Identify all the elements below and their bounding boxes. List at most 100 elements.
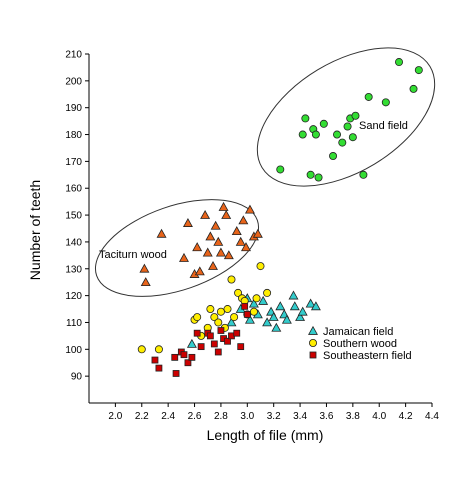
taciturn-wood-point <box>194 266 205 276</box>
y-tick-label: 110 <box>66 318 82 329</box>
southern-wood-point <box>227 275 236 284</box>
sand-field-point <box>298 130 307 139</box>
y-tick-label: 120 <box>65 291 82 302</box>
jamaican-field-point <box>275 301 286 311</box>
sand-field-point <box>409 84 418 93</box>
x-tick-label: 3.6 <box>320 411 334 422</box>
southeastern-field-point <box>180 351 188 359</box>
sand-field-point <box>319 119 328 128</box>
jamaican-field-point <box>310 301 321 311</box>
sand-field-point <box>306 170 315 179</box>
x-tick-label: 3.0 <box>240 411 254 422</box>
southeastern-field-point <box>188 353 196 361</box>
sand-field-point <box>301 114 310 123</box>
taciturn-wood-point <box>223 250 234 260</box>
taciturn-wood-point <box>221 209 232 219</box>
jamaican-field-point <box>281 314 292 324</box>
taciturn-wood-point <box>218 201 229 211</box>
southern-wood-point <box>256 262 265 271</box>
sand-field-point <box>359 170 368 179</box>
taciturn-wood-point <box>241 242 251 252</box>
taciturn-wood-point <box>140 277 151 287</box>
x-tick-label: 4.4 <box>425 411 439 422</box>
y-tick-label: 200 <box>65 76 82 87</box>
taciturn-wood-point <box>252 228 263 238</box>
southern-wood-point <box>214 318 223 327</box>
jamaican-field-point <box>186 338 197 348</box>
southern-wood-point <box>249 307 258 316</box>
sand-field-point <box>348 133 357 142</box>
southern-wood-point <box>193 313 202 322</box>
sand-field-point <box>414 66 423 75</box>
y-tick-label: 150 <box>65 211 82 222</box>
jamaican-field-point <box>244 314 255 324</box>
taciturn-wood-point <box>244 204 255 214</box>
sand-field-label: Sand field <box>359 120 408 132</box>
x-tick-label: 3.2 <box>267 411 281 422</box>
group-ellipses <box>94 47 436 297</box>
y-tick-label: 100 <box>65 345 82 356</box>
legend-marker-southern-wood <box>308 338 317 347</box>
taciturn-wood-point <box>231 226 242 236</box>
jamaican-field-point <box>295 311 306 321</box>
southern-wood-point <box>252 294 261 303</box>
taciturn-wood-label: Taciturn wood <box>99 249 167 261</box>
jamaican-field-point <box>258 295 269 305</box>
southeastern-field-point <box>224 337 231 345</box>
sand-field-ellipse <box>256 47 436 187</box>
southeastern-field-point <box>206 332 214 340</box>
southeastern-field-point <box>171 353 179 361</box>
x-tick-label: 3.4 <box>293 411 307 422</box>
southeastern-field-point <box>155 364 163 372</box>
y-tick-label: 130 <box>65 264 82 275</box>
x-axis-title: Length of file (mm) <box>207 427 324 443</box>
southeastern-field-point <box>217 327 225 334</box>
x-tick-label: 2.8 <box>214 411 228 422</box>
sand-field-point <box>333 130 342 139</box>
legend-marker-southeastern-field <box>309 351 317 359</box>
sand-field-point <box>351 111 360 120</box>
southern-wood-point <box>154 345 163 354</box>
southeastern-field-point <box>243 311 251 318</box>
y-tick-label: 210 <box>65 50 82 61</box>
sand-field-point <box>395 58 404 67</box>
y-tick-label: 180 <box>65 130 82 141</box>
taciturn-wood-point <box>215 247 226 257</box>
jamaican-field-point <box>305 298 316 308</box>
y-tick-label: 160 <box>65 184 82 195</box>
southeastern-field-point <box>197 343 205 351</box>
taciturn-wood-point <box>238 215 249 225</box>
sand-field-point <box>314 173 323 182</box>
taciturn-wood-point <box>213 236 224 246</box>
data-points <box>137 58 423 377</box>
taciturn-wood-point <box>156 228 167 238</box>
southern-wood-point <box>223 305 232 314</box>
jamaican-field-point <box>289 301 300 311</box>
southeastern-field-point <box>237 343 245 351</box>
taciturn-wood-point <box>210 220 221 230</box>
y-tick-label: 140 <box>65 237 82 248</box>
y-tick-label: 190 <box>65 103 82 114</box>
taciturn-wood-point <box>182 218 193 227</box>
taciturn-wood-point <box>202 247 213 257</box>
x-tick-label: 4.0 <box>372 411 386 422</box>
taciturn-wood-point <box>179 252 189 262</box>
x-tick-label: 4.2 <box>399 411 413 422</box>
sand-field-point <box>311 130 320 139</box>
southeastern-field-point <box>241 302 249 310</box>
sand-field-point <box>329 152 338 161</box>
southern-wood-point <box>263 288 272 297</box>
taciturn-wood-point <box>235 236 246 246</box>
southern-wood-point <box>230 313 239 322</box>
x-tick-label: 2.4 <box>161 411 175 422</box>
taciturn-wood-point <box>208 260 218 270</box>
southeastern-field-point <box>210 340 218 348</box>
legend-label-jamaican-field: Jamaican field <box>323 326 393 338</box>
taciturn-wood-point <box>139 263 150 273</box>
sand-field-point <box>276 165 285 174</box>
sand-field-point <box>364 92 373 101</box>
southeastern-field-point <box>151 356 159 364</box>
southern-wood-point <box>234 288 243 297</box>
